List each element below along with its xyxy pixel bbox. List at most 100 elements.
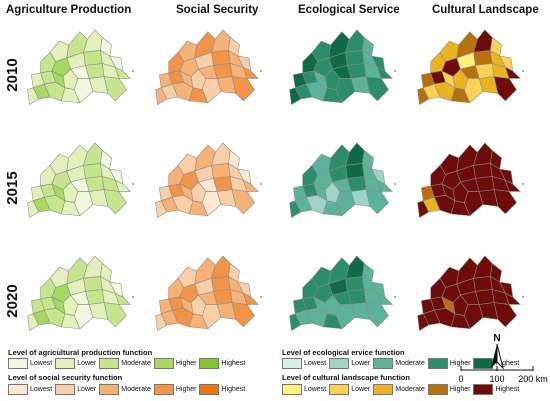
- map-region: [493, 189, 517, 215]
- legend-swatch: [8, 358, 28, 369]
- map-region: [504, 66, 521, 79]
- legend-swatch: [55, 358, 76, 369]
- scale-tick-200: 200 km: [518, 374, 548, 384]
- legend-item-lowest: Lowest: [282, 358, 326, 369]
- island-dot: [394, 296, 396, 298]
- island-dot: [132, 183, 134, 185]
- legend-label: Highest: [221, 360, 246, 367]
- legend-item-moderate: Moderate: [99, 358, 151, 369]
- island-dot: [522, 70, 524, 72]
- map-region: [376, 66, 393, 79]
- column-header-cultural-landscape: Cultural Landscape: [432, 4, 539, 16]
- legend-swatch: [99, 358, 120, 369]
- legend-title-social: Level of social security function: [8, 373, 123, 382]
- map-region: [83, 276, 103, 292]
- map-region: [211, 50, 231, 66]
- island-dot: [132, 70, 134, 72]
- legend-row-cultural: Lowest Lower Moderate Higher Highest: [282, 384, 522, 395]
- legend-swatch: [55, 384, 76, 395]
- legend-label: Higher: [175, 386, 197, 393]
- legend-swatch: [199, 358, 220, 369]
- map-region: [365, 302, 389, 328]
- north-arrow: N: [488, 333, 506, 375]
- legend-swatch: [373, 358, 394, 369]
- legend-swatch: [427, 358, 448, 369]
- map-region: [493, 76, 517, 102]
- legend-row-social: Lowest Lower Moderate Higher Highest: [8, 384, 248, 395]
- map-region: [504, 292, 521, 305]
- island-dot: [394, 70, 396, 72]
- map-region: [242, 292, 259, 305]
- legend-item-lowest: Lowest: [282, 384, 326, 395]
- legend-label: Lowest: [304, 386, 327, 393]
- column-header-ecological-service: Ecological Service: [298, 4, 400, 16]
- scale-tick-0: 0: [458, 374, 463, 384]
- map-agri-2015: [27, 142, 134, 219]
- island-dot: [132, 296, 134, 298]
- legend-label: Higher: [449, 386, 471, 393]
- legend-label: Moderate: [121, 360, 151, 367]
- legend-item-lower: Lower: [55, 384, 96, 395]
- map-region: [211, 276, 231, 292]
- column-header-agriculture: Agriculture Production: [6, 4, 132, 16]
- map-region: [114, 292, 131, 305]
- map-region: [83, 50, 103, 66]
- legend-label: Highest: [221, 386, 246, 393]
- legend-item-higher: Higher: [427, 358, 471, 369]
- island-dot: [522, 296, 524, 298]
- map-eco-2015: [289, 142, 396, 219]
- legend-title-cultural: Level of cultural landscape function: [282, 373, 410, 382]
- legend-swatch: [199, 384, 220, 395]
- map-agri-2020: [27, 255, 134, 332]
- legend-label: Moderate: [121, 386, 151, 393]
- legend-item-higher: Higher: [153, 384, 197, 395]
- map-region: [231, 76, 255, 102]
- map-region: [231, 189, 255, 215]
- legend-title-eco: Level of ecological ervice function: [282, 348, 405, 357]
- map-region: [473, 276, 493, 292]
- legend-label: Lower: [77, 386, 97, 393]
- map-region: [493, 302, 517, 328]
- legend-label: Higher: [449, 360, 471, 367]
- map-eco-2010: [289, 29, 396, 106]
- island-dot: [394, 183, 396, 185]
- legend-label: Highest: [495, 386, 520, 393]
- legend-item-highest: Highest: [199, 358, 245, 369]
- map-region: [242, 66, 259, 79]
- legend-label: Highest: [495, 360, 520, 367]
- map-social-2010: [155, 29, 262, 106]
- legend-swatch: [329, 384, 350, 395]
- map-region: [504, 179, 521, 192]
- legend-swatch: [373, 384, 394, 395]
- scale-bar: 0 100 200 km: [458, 366, 548, 384]
- map-region: [211, 163, 231, 179]
- legend-swatch: [153, 358, 174, 369]
- north-arrow-label: N: [493, 333, 501, 344]
- north-arrow-icon: [491, 343, 504, 370]
- map-region: [231, 302, 255, 328]
- column-header-social-security: Social Security: [176, 4, 259, 16]
- legend-swatch: [8, 384, 28, 395]
- legend-swatch: [153, 384, 174, 395]
- legend-item-lowest: Lowest: [8, 384, 52, 395]
- legend-label: Lowest: [304, 360, 327, 367]
- map-region: [242, 179, 259, 192]
- map-region: [473, 163, 493, 179]
- map-region: [103, 189, 127, 215]
- map-region: [365, 76, 389, 102]
- map-region: [103, 76, 127, 102]
- legend-swatch: [329, 358, 350, 369]
- legend-swatch: [99, 384, 120, 395]
- legend-label: Lower: [77, 360, 97, 367]
- map-region: [345, 50, 365, 66]
- legend-row-eco: Lowest Lower Moderate Higher Highest: [282, 358, 522, 369]
- map-region: [376, 292, 393, 305]
- island-dot: [260, 183, 262, 185]
- legend-item-higher: Higher: [427, 384, 471, 395]
- legend-item-higher: Higher: [153, 358, 196, 369]
- map-region: [83, 163, 103, 179]
- legend-item-lower: Lower: [55, 358, 96, 369]
- island-dot: [260, 296, 262, 298]
- legend-item-highest: Highest: [199, 384, 245, 395]
- legend-item-lower: Lower: [329, 384, 370, 395]
